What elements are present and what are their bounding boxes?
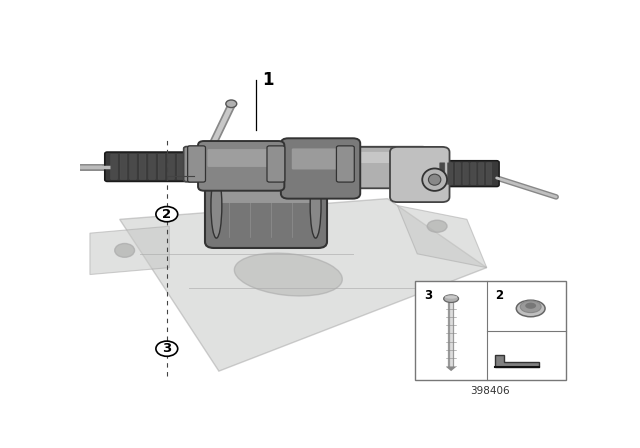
Ellipse shape	[234, 253, 342, 296]
FancyBboxPatch shape	[435, 161, 499, 186]
Polygon shape	[495, 355, 540, 366]
Ellipse shape	[310, 173, 321, 238]
FancyBboxPatch shape	[184, 146, 204, 182]
FancyBboxPatch shape	[455, 163, 460, 185]
Ellipse shape	[516, 300, 545, 317]
FancyBboxPatch shape	[105, 152, 191, 181]
FancyBboxPatch shape	[168, 154, 174, 179]
Ellipse shape	[444, 295, 458, 302]
Text: 1: 1	[262, 71, 273, 89]
FancyBboxPatch shape	[486, 163, 492, 185]
FancyBboxPatch shape	[198, 141, 284, 191]
Polygon shape	[120, 198, 486, 371]
Ellipse shape	[422, 168, 447, 191]
FancyBboxPatch shape	[267, 146, 285, 182]
Polygon shape	[397, 206, 486, 267]
FancyBboxPatch shape	[390, 147, 449, 202]
FancyBboxPatch shape	[140, 154, 146, 179]
FancyBboxPatch shape	[177, 154, 184, 179]
Ellipse shape	[428, 220, 447, 232]
FancyBboxPatch shape	[337, 146, 355, 182]
Polygon shape	[90, 226, 169, 275]
Bar	[415, 281, 566, 380]
Text: 2: 2	[162, 208, 172, 221]
Ellipse shape	[115, 244, 134, 257]
Ellipse shape	[211, 173, 222, 238]
FancyBboxPatch shape	[148, 154, 156, 179]
FancyBboxPatch shape	[471, 163, 476, 185]
FancyBboxPatch shape	[184, 147, 428, 180]
Ellipse shape	[428, 174, 441, 185]
FancyBboxPatch shape	[111, 154, 117, 179]
Circle shape	[156, 341, 178, 356]
Polygon shape	[446, 367, 456, 371]
FancyBboxPatch shape	[193, 152, 419, 163]
FancyBboxPatch shape	[281, 138, 360, 198]
Ellipse shape	[525, 302, 536, 309]
Ellipse shape	[520, 301, 541, 313]
FancyBboxPatch shape	[120, 154, 127, 179]
FancyBboxPatch shape	[292, 148, 349, 169]
Text: 3: 3	[424, 289, 432, 302]
FancyBboxPatch shape	[343, 147, 442, 188]
Circle shape	[156, 207, 178, 222]
Text: 3: 3	[162, 342, 172, 355]
Ellipse shape	[226, 100, 237, 108]
FancyBboxPatch shape	[130, 154, 136, 179]
FancyBboxPatch shape	[218, 176, 315, 203]
FancyBboxPatch shape	[479, 163, 484, 185]
FancyBboxPatch shape	[447, 163, 452, 185]
Ellipse shape	[445, 295, 458, 299]
FancyBboxPatch shape	[440, 163, 445, 185]
Text: 398406: 398406	[470, 386, 510, 396]
FancyBboxPatch shape	[463, 163, 468, 185]
FancyBboxPatch shape	[207, 149, 275, 167]
FancyBboxPatch shape	[205, 163, 327, 248]
Text: 2: 2	[495, 289, 504, 302]
FancyBboxPatch shape	[158, 154, 165, 179]
FancyBboxPatch shape	[188, 146, 205, 182]
